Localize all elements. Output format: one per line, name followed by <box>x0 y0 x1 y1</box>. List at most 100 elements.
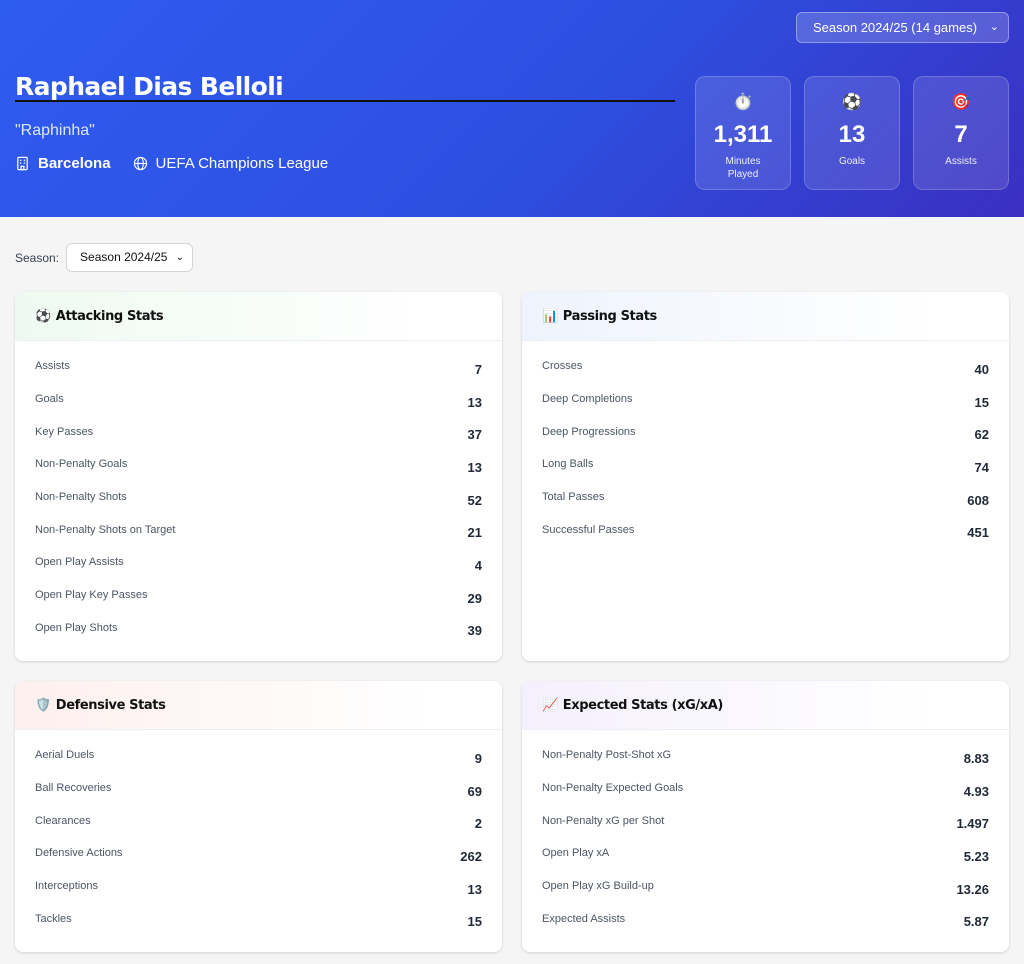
defensive-stats-panel: 🛡️ Defensive Stats Aerial Duels 9 Ball Re… <box>15 681 502 952</box>
stat-row-label: Total Passes <box>542 491 605 504</box>
season-filter: Season: Season 2024/25 ⌄ <box>15 243 194 272</box>
chevron-down-icon: ⌄ <box>175 252 185 263</box>
stat-list: Non-Penalty Post-Shot xG 8.83 Non-Penalty… <box>522 730 1009 938</box>
stat-row-label: Aerial Duels <box>35 749 95 762</box>
stat-card-minutes: ⏱️ 1,311 Minutes Played <box>695 76 791 190</box>
stat-row: Open Play xA 5.23 <box>542 840 989 873</box>
stat-row-value: 451 <box>967 525 989 541</box>
stat-card-goals: ⚽ 13 Goals <box>804 76 900 190</box>
stat-row: Deep Progressions 62 <box>542 418 989 451</box>
stat-row-label: Deep Completions <box>542 393 633 406</box>
stat-label: Goals <box>838 156 866 167</box>
stat-row: Tackles 15 <box>35 905 482 938</box>
stat-value: 7 <box>954 121 968 148</box>
stat-value: 13 <box>838 121 866 148</box>
stat-row: Assists 7 <box>35 353 482 386</box>
stopwatch-icon: ⏱️ <box>733 94 753 111</box>
season-select[interactable]: Season 2024/25 ⌄ <box>66 243 194 272</box>
stat-row-value: 262 <box>460 848 482 864</box>
season-games-dropdown-value: Season 2024/25 (14 games) <box>813 20 978 35</box>
stat-row-label: Tackles <box>35 912 72 925</box>
panel-title: Expected Stats (xG/xA) <box>562 697 724 713</box>
season-games-dropdown[interactable]: Season 2024/25 (14 games) ⌄ <box>796 12 1009 43</box>
competition-name: UEFA Champions League <box>155 155 329 172</box>
stat-row-label: Goals <box>35 393 64 406</box>
stat-row: Open Play xG Build-up 13.26 <box>542 873 989 906</box>
name-underline <box>15 100 675 102</box>
stat-row-label: Crosses <box>542 360 583 373</box>
panel-header: 📊 Passing Stats <box>522 292 1009 341</box>
stat-row-label: Non-Penalty Expected Goals <box>542 782 684 795</box>
stat-row: Non-Penalty Goals 13 <box>35 451 482 484</box>
stat-row: Total Passes 608 <box>542 484 989 517</box>
stat-row-value: 15 <box>467 914 482 930</box>
season-filter-label: Season: <box>15 250 60 265</box>
stat-row: Open Play Key Passes 29 <box>35 582 482 615</box>
stat-row-label: Expected Assists <box>542 912 626 925</box>
stat-row-label: Non-Penalty Shots on Target <box>35 523 176 536</box>
stat-row: Expected Assists 5.87 <box>542 905 989 938</box>
stat-row: Ball Recoveries 69 <box>35 775 482 808</box>
player-name: Raphael Dias Belloli <box>15 72 284 101</box>
stat-row: Open Play Assists 4 <box>35 549 482 582</box>
stat-row-label: Open Play Shots <box>35 621 118 634</box>
stat-row-value: 608 <box>967 492 989 508</box>
stat-row-value: 5.23 <box>963 848 989 864</box>
stat-row: Goals 13 <box>35 386 482 419</box>
season-select-value: Season 2024/25 <box>80 250 168 264</box>
stat-row: Interceptions 13 <box>35 873 482 906</box>
stat-row: Deep Completions 15 <box>542 386 989 419</box>
stat-row-label: Non-Penalty Shots <box>35 491 127 504</box>
stat-row: Non-Penalty Post-Shot xG 8.83 <box>542 742 989 775</box>
stat-row: Non-Penalty xG per Shot 1.497 <box>542 807 989 840</box>
stat-row: Aerial Duels 9 <box>35 742 482 775</box>
stat-row-value: 1.497 <box>956 816 989 832</box>
stat-label: Assists <box>945 156 977 167</box>
soccer-ball-icon: ⚽ <box>35 308 51 324</box>
stat-row-value: 13 <box>467 881 482 897</box>
stat-row: Non-Penalty Shots 52 <box>35 484 482 517</box>
stat-row-label: Clearances <box>35 814 91 827</box>
stat-row-label: Key Passes <box>35 425 94 438</box>
stat-card-assists: 🎯 7 Assists <box>913 76 1009 190</box>
stat-row: Non-Penalty Shots on Target 21 <box>35 516 482 549</box>
player-meta: Barcelona UEFA Champions League <box>15 155 328 172</box>
stat-row-value: 13.26 <box>956 881 989 897</box>
stat-row-value: 37 <box>467 427 482 443</box>
stat-row-label: Interceptions <box>35 880 98 893</box>
stat-list: Crosses 40 Deep Completions 15 Deep Progre… <box>522 341 1009 549</box>
building-icon <box>15 156 30 171</box>
target-icon: 🎯 <box>951 94 971 111</box>
stat-row-value: 2 <box>474 816 482 832</box>
stat-row-label: Long Balls <box>542 458 594 471</box>
club-name: Barcelona <box>38 155 111 172</box>
panel-title: Passing Stats <box>562 308 657 324</box>
stat-row-value: 69 <box>467 783 482 799</box>
stat-row: Long Balls 74 <box>542 451 989 484</box>
stat-value: 1,311 <box>713 121 773 148</box>
stat-row: Successful Passes 451 <box>542 516 989 549</box>
globe-icon <box>133 156 148 171</box>
stat-row-value: 40 <box>974 361 989 377</box>
stat-row-label: Non-Penalty xG per Shot <box>542 814 665 827</box>
panel-header: 🛡️ Defensive Stats <box>15 681 502 730</box>
stat-row: Defensive Actions 262 <box>35 840 482 873</box>
stat-row-label: Non-Penalty Post-Shot xG <box>542 749 672 762</box>
stat-row-label: Open Play Assists <box>35 556 124 569</box>
shield-icon: 🛡️ <box>35 697 51 713</box>
stat-row-value: 9 <box>474 750 482 766</box>
stat-row-value: 29 <box>467 590 482 606</box>
stat-row-label: Successful Passes <box>542 523 635 536</box>
stat-row-value: 7 <box>474 361 482 377</box>
chart-increasing-icon: 📈 <box>542 697 558 713</box>
stat-row-value: 52 <box>467 492 482 508</box>
stat-row-value: 74 <box>974 459 989 475</box>
stat-row-value: 21 <box>467 525 482 541</box>
player-nickname: "Raphinha" <box>15 122 95 139</box>
stat-row-value: 13 <box>467 394 482 410</box>
stat-row-value: 8.83 <box>963 750 989 766</box>
chevron-down-icon: ⌄ <box>989 21 999 33</box>
stat-list: Aerial Duels 9 Ball Recoveries 69 Clearanc… <box>15 730 502 938</box>
panel-title: Defensive Stats <box>55 697 166 713</box>
stat-row-label: Open Play xA <box>542 847 610 860</box>
